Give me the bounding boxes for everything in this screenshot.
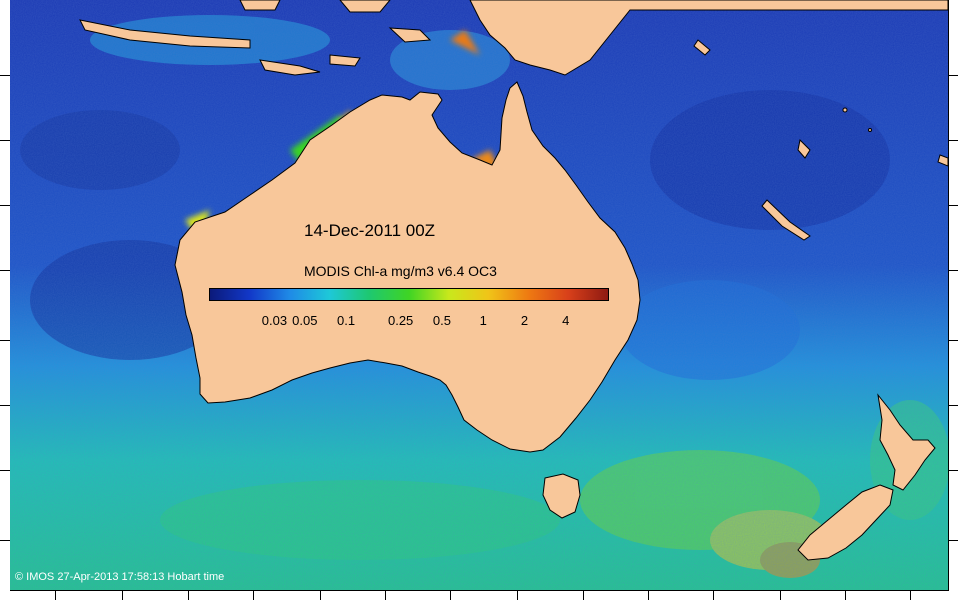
axis-tick	[0, 405, 10, 406]
axis-tick	[385, 590, 386, 600]
axis-tick	[253, 590, 254, 600]
axis-tick	[948, 270, 958, 271]
colorbar	[209, 288, 609, 301]
axis-tick	[948, 405, 958, 406]
axis-tick	[713, 590, 714, 600]
axis-tick	[122, 590, 123, 600]
axis-tick	[648, 590, 649, 600]
copyright-text: © IMOS 27-Apr-2013 17:58:13 Hobart time	[15, 571, 225, 583]
new-guinea-island	[469, 0, 948, 76]
new-zealand-south-island	[797, 484, 894, 561]
axis-tick	[845, 590, 846, 600]
axis-tick	[320, 590, 321, 600]
axis-tick	[948, 540, 958, 541]
axis-tick	[0, 540, 10, 541]
colorbar-tick-label: 0.05	[292, 313, 318, 328]
axis-tick	[0, 205, 10, 206]
axis-tick	[948, 340, 958, 341]
axis-tick	[948, 140, 958, 141]
new-zealand-north-island	[877, 393, 936, 491]
axis-tick	[910, 590, 911, 600]
axis-tick	[0, 270, 10, 271]
axis-tick	[948, 470, 958, 471]
axis-tick	[948, 75, 958, 76]
colorbar-tick-label: 2	[520, 313, 529, 328]
colorbar-tick-label: 0.03	[261, 313, 288, 328]
axis-tick	[0, 470, 10, 471]
date-label: 14-Dec-2011 00Z	[304, 221, 436, 240]
pacific-islands	[693, 39, 948, 241]
colorbar-tick-label: 1	[479, 313, 487, 328]
colorbar-tick-label: 0.1	[337, 313, 356, 328]
colorbar-tick-label: 4	[562, 313, 570, 328]
colorbar-tick-label: 0.5	[432, 313, 451, 328]
axis-tick	[450, 590, 451, 600]
australia-landmass	[174, 81, 641, 453]
axis-tick	[517, 590, 518, 600]
colorbar-title: MODIS Chl-a mg/m3 v6.4 OC3	[304, 263, 497, 279]
axis-tick	[188, 590, 189, 600]
axis-tick	[780, 590, 781, 600]
axis-tick	[0, 340, 10, 341]
tasmania-island	[542, 473, 581, 519]
colorbar-tick-label: 0.25	[387, 313, 414, 328]
axis-tick	[583, 590, 584, 600]
indonesia-islands	[79, 0, 432, 76]
axis-tick	[55, 590, 56, 600]
axis-tick	[948, 205, 958, 206]
axis-tick	[0, 140, 10, 141]
axis-tick	[0, 75, 10, 76]
